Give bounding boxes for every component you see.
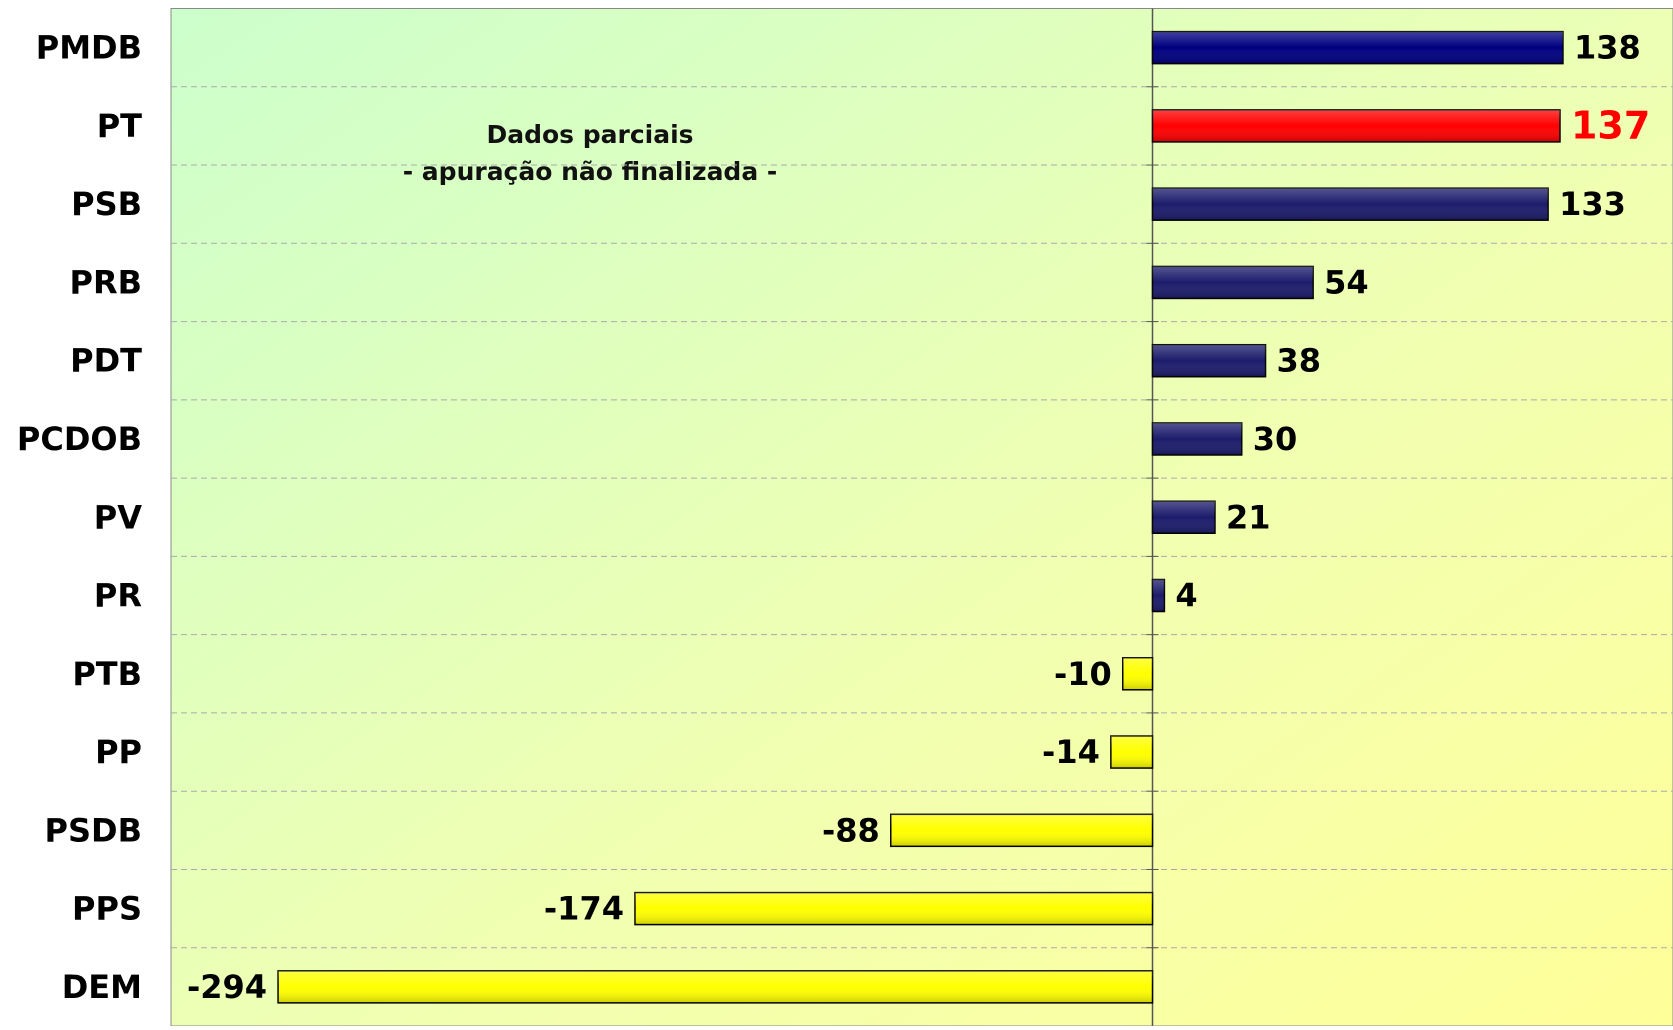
bar-sheen — [1152, 501, 1215, 534]
value-label: -10 — [1054, 655, 1112, 693]
value-label: -88 — [822, 811, 880, 849]
value-label: 4 — [1175, 577, 1197, 615]
value-label: 138 — [1574, 29, 1641, 67]
category-label: PT — [97, 107, 142, 145]
plot-area — [170, 8, 1673, 1027]
bar-sheen — [1152, 266, 1314, 299]
category-label: PP — [95, 733, 142, 771]
category-label: PCDOB — [17, 420, 142, 458]
category-label: DEM — [62, 968, 142, 1006]
value-label: 30 — [1253, 420, 1298, 458]
category-label: PMDB — [36, 29, 142, 67]
bar-sheen — [1152, 31, 1563, 64]
bar-sheen — [1110, 736, 1153, 769]
value-label: -174 — [544, 890, 624, 928]
value-label: 21 — [1226, 498, 1271, 536]
bar-sheen — [890, 814, 1153, 847]
bar-sheen — [634, 892, 1153, 925]
bar-sheen — [278, 970, 1153, 1003]
category-label: PV — [94, 498, 142, 536]
bar-sheen — [1152, 109, 1560, 142]
category-label: PR — [94, 577, 142, 615]
category-label: PSDB — [45, 811, 142, 849]
value-label: 133 — [1559, 185, 1626, 223]
value-label: -14 — [1042, 733, 1100, 771]
value-label: 54 — [1324, 263, 1369, 301]
annotation: - apuração não finalizada - — [403, 157, 778, 186]
bar-sheen — [1152, 188, 1549, 221]
category-label: PPS — [72, 890, 142, 928]
value-label: -294 — [187, 968, 267, 1006]
value-label: 137 — [1571, 103, 1650, 147]
category-label: PRB — [70, 263, 142, 301]
bar-sheen — [1152, 579, 1165, 612]
category-label: PSB — [71, 185, 142, 223]
bar-sheen — [1152, 344, 1266, 377]
bar-sheen — [1122, 657, 1153, 690]
annotation: Dados parciais — [486, 120, 693, 149]
bar-sheen — [1152, 422, 1242, 455]
category-label: PDT — [70, 342, 142, 380]
category-label: PTB — [72, 655, 142, 693]
value-label: 38 — [1277, 342, 1322, 380]
